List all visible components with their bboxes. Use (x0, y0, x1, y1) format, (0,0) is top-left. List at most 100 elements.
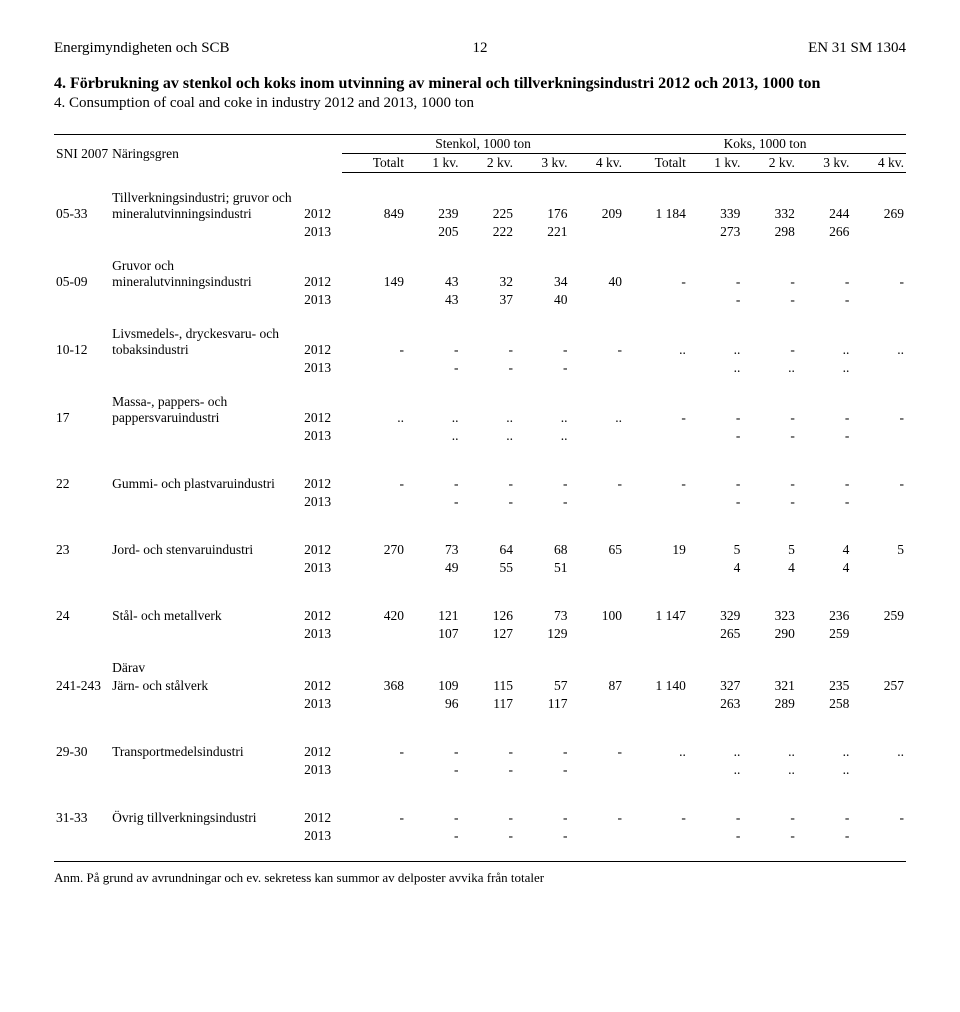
cell-value: 289 (742, 695, 797, 713)
cell-value: - (515, 809, 570, 827)
cell-value: 32 (461, 257, 516, 291)
cell-value: .. (851, 325, 906, 359)
cell-value: - (515, 475, 570, 493)
cell-value: 259 (797, 625, 852, 643)
cell-year: 2012 (302, 809, 342, 827)
table-row: 2013205222221273298266 (54, 223, 906, 241)
cell-value: 176 (515, 189, 570, 223)
cell-value: - (742, 827, 797, 845)
cell-value (570, 359, 625, 377)
table-row: 29-30Transportmedelsindustri2012-----...… (54, 743, 906, 761)
table-row: 2013---...... (54, 359, 906, 377)
cell-value: 5 (851, 541, 906, 559)
cell-value: - (570, 475, 625, 493)
cell-value: - (461, 761, 516, 779)
cell-value: - (688, 393, 743, 427)
cell-value: - (515, 743, 570, 761)
cell-value: - (406, 761, 461, 779)
cell-value: .. (797, 743, 852, 761)
cell-value: 221 (515, 223, 570, 241)
cell-value: - (406, 809, 461, 827)
cell-value: 258 (797, 695, 852, 713)
cell-value: .. (624, 325, 688, 359)
cell-value (624, 427, 688, 445)
cell-value: .. (461, 393, 516, 427)
cell-value: - (688, 475, 743, 493)
table-row: Därav (54, 659, 906, 677)
cell-value: 298 (742, 223, 797, 241)
cell-value: - (570, 743, 625, 761)
cell-value: 205 (406, 223, 461, 241)
cell-sni (54, 493, 110, 511)
cell-value: 257 (851, 677, 906, 695)
col-kv1-2: 1 kv. (688, 154, 743, 173)
cell-value: - (688, 257, 743, 291)
cell-value: - (515, 493, 570, 511)
cell-value: - (742, 257, 797, 291)
cell-value: 49 (406, 559, 461, 577)
cell-value: - (342, 325, 406, 359)
cell-value (342, 761, 406, 779)
cell-value: .. (342, 393, 406, 427)
cell-value: .. (406, 427, 461, 445)
table-row: 241-243Järn- och stålverk201236810911557… (54, 677, 906, 695)
cell-name: Övrig tillverkningsindustri (110, 809, 302, 827)
cell-value: 4 (742, 559, 797, 577)
col-naringsgren: Näringsgren (110, 135, 302, 173)
cell-value: 5 (742, 541, 797, 559)
cell-year: 2012 (302, 325, 342, 359)
cell-value: - (624, 475, 688, 493)
cell-value: .. (461, 427, 516, 445)
cell-year: 2012 (302, 677, 342, 695)
cell-value (570, 559, 625, 577)
cell-value: 290 (742, 625, 797, 643)
col-kv3-1: 3 kv. (515, 154, 570, 173)
cell-value: 259 (851, 607, 906, 625)
cell-value: 57 (515, 677, 570, 695)
cell-value: 129 (515, 625, 570, 643)
cell-value (570, 427, 625, 445)
cell-value: 236 (797, 607, 852, 625)
table-row: 2013------ (54, 827, 906, 845)
cell-value: - (461, 809, 516, 827)
cell-value: - (461, 475, 516, 493)
footnote: Anm. På grund av avrundningar och ev. se… (54, 868, 906, 886)
table-row: 2013---...... (54, 761, 906, 779)
cell-value: - (851, 475, 906, 493)
cell-value: 263 (688, 695, 743, 713)
cell-value (342, 223, 406, 241)
cell-value (851, 427, 906, 445)
cell-value (624, 291, 688, 309)
cell-value: - (742, 809, 797, 827)
cell-name: Massa-, pappers- och pappersvaruindustri (110, 393, 302, 427)
cell-value: .. (570, 393, 625, 427)
cell-value: - (406, 475, 461, 493)
cell-name: Livsmedels-, dryckesvaru- och tobaksindu… (110, 325, 302, 359)
cell-name (110, 559, 302, 577)
cell-sni: 10-12 (54, 325, 110, 359)
table-row: 24Stål- och metallverk201242012112673100… (54, 607, 906, 625)
cell-sni (54, 695, 110, 713)
cell-year: 2012 (302, 257, 342, 291)
cell-value (342, 291, 406, 309)
cell-value (342, 359, 406, 377)
cell-value: 269 (851, 189, 906, 223)
cell-value: 149 (342, 257, 406, 291)
cell-value: .. (797, 359, 852, 377)
col-kv2-1: 2 kv. (461, 154, 516, 173)
cell-value: - (688, 809, 743, 827)
cell-value (624, 359, 688, 377)
cell-value (851, 291, 906, 309)
cell-value: - (461, 827, 516, 845)
cell-value: 4 (688, 559, 743, 577)
cell-value (570, 761, 625, 779)
cell-value: - (515, 827, 570, 845)
cell-value: 43 (406, 257, 461, 291)
cell-value: .. (688, 743, 743, 761)
cell-sni: 29-30 (54, 743, 110, 761)
cell-value: 19 (624, 541, 688, 559)
table-row: 17Massa-, pappers- och pappersvaruindust… (54, 393, 906, 427)
table-row: 31-33Övrig tillverkningsindustri2012----… (54, 809, 906, 827)
col-sni: SNI 2007 (54, 135, 110, 173)
cell-value (342, 559, 406, 577)
